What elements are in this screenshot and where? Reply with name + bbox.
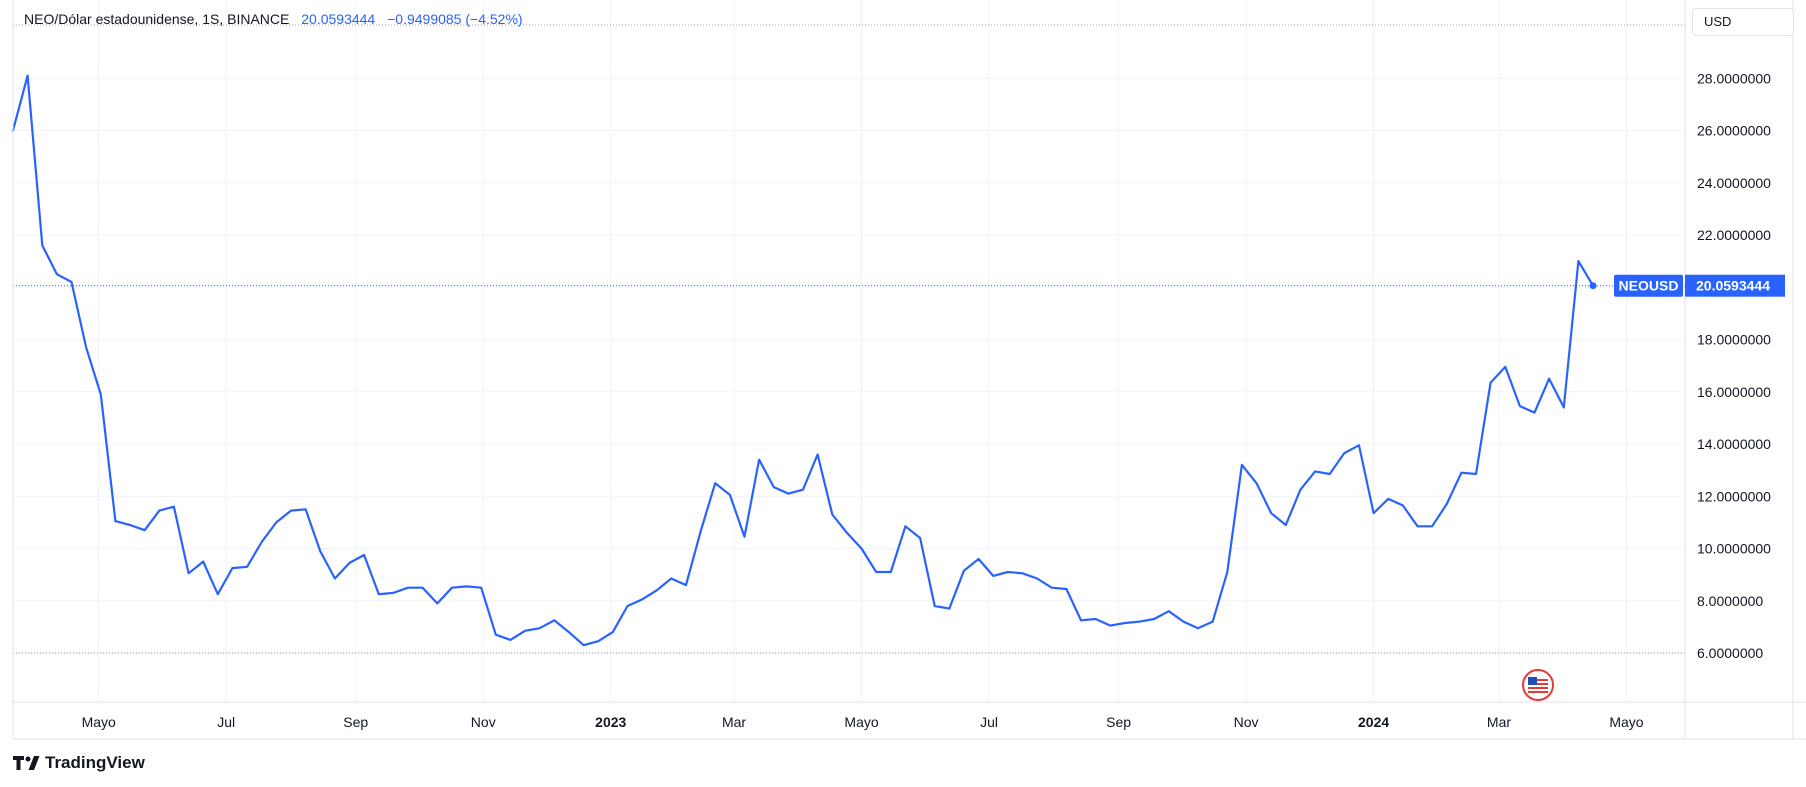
y-tick-label: 10.0000000 — [1697, 541, 1771, 557]
price-tag: NEOUSD 20.0593444 — [1614, 274, 1785, 297]
x-tick-label: Mayo — [82, 714, 116, 730]
series-group — [11, 74, 1597, 647]
x-tick-label: Mayo — [1609, 714, 1643, 730]
x-tick-label: Nov — [471, 714, 496, 730]
last-point-marker — [1589, 282, 1597, 290]
series-line-neousd — [11, 74, 1595, 647]
symbol-legend[interactable]: NEO/Dólar estadounidense, 1S, BINANCE 20… — [24, 11, 523, 27]
x-tick-label: Sep — [343, 714, 368, 730]
x-tick-label: Jul — [980, 714, 998, 730]
grid — [13, 0, 1685, 702]
last-price: 20.0593444 — [301, 11, 376, 27]
x-tick-label: Jul — [217, 714, 235, 730]
price-tag-label: NEOUSD — [1619, 278, 1679, 294]
price-tag-value-bg — [1685, 274, 1785, 297]
y-tick-label: 6.0000000 — [1697, 645, 1763, 661]
y-tick-label: 16.0000000 — [1697, 384, 1771, 400]
x-tick-label: 2023 — [595, 714, 626, 730]
x-axis[interactable]: Mayo Jul Sep Nov 2023 Mar Mayo Jul Sep Nov 2024 Mar… — [82, 714, 1644, 730]
y-tick-label: 22.0000000 — [1697, 227, 1771, 243]
y-tick-label: 8.0000000 — [1697, 593, 1763, 609]
x-tick-label: Mar — [1487, 714, 1511, 730]
x-tick-label: Mar — [722, 714, 746, 730]
x-tick-label: 2024 — [1358, 714, 1389, 730]
y-tick-label: 18.0000000 — [1697, 332, 1771, 348]
us-flag-icon[interactable] — [1522, 669, 1554, 701]
currency-button[interactable]: USD — [1692, 8, 1794, 36]
y-tick-label: 12.0000000 — [1697, 488, 1771, 504]
brand-name: TradingView — [45, 753, 145, 772]
price-tag-label-bg — [1614, 274, 1683, 297]
y-tick-label: 24.0000000 — [1697, 175, 1771, 191]
tradingview-logo-icon — [13, 756, 40, 770]
x-tick-label: Sep — [1106, 714, 1131, 730]
x-tick-label: Mayo — [844, 714, 878, 730]
y-tick-label: 26.0000000 — [1697, 123, 1771, 139]
y-tick-label: 28.0000000 — [1697, 70, 1771, 86]
x-tick-label: Nov — [1234, 714, 1259, 730]
price-tag-value: 20.0593444 — [1696, 278, 1770, 294]
symbol-title: NEO/Dólar estadounidense, 1S, BINANCE — [24, 11, 290, 27]
price-change: −0.9499085 (−4.52%) — [387, 11, 523, 27]
y-axis[interactable]: 6.0000000 8.0000000 10.0000000 12.0000000 14… — [1697, 70, 1771, 661]
tradingview-logo[interactable]: TradingView — [13, 753, 145, 773]
y-tick-label: 14.0000000 — [1697, 436, 1771, 452]
